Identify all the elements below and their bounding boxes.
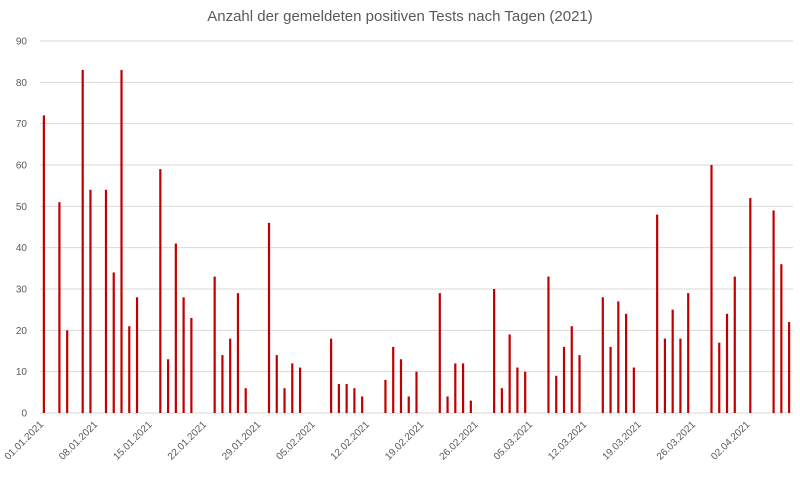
x-tick-label: 05.03.2021 <box>492 419 535 462</box>
x-tick-label: 15.01.2021 <box>112 419 155 462</box>
bar <box>687 293 690 413</box>
bar <box>267 222 271 413</box>
bar <box>461 363 465 413</box>
bar <box>710 165 713 413</box>
x-tick-label: 26.02.2021 <box>438 419 481 462</box>
bar <box>104 189 108 413</box>
bar <box>236 293 240 413</box>
bar <box>772 210 775 413</box>
y-tick-label: 70 <box>16 119 28 130</box>
bar <box>89 189 92 413</box>
bar <box>663 338 667 413</box>
bar <box>446 396 449 413</box>
x-tick-label: 12.02.2021 <box>329 419 372 462</box>
bar <box>174 243 177 413</box>
bar <box>384 379 387 413</box>
bar <box>508 334 511 413</box>
bar <box>780 264 783 413</box>
y-tick-label: 30 <box>16 285 28 296</box>
bar <box>562 346 566 413</box>
bar <box>500 388 503 413</box>
bar <box>213 276 216 413</box>
y-tick-label: 20 <box>16 326 28 337</box>
bar <box>81 69 84 413</box>
y-tick-label: 50 <box>16 202 28 213</box>
bar <box>718 342 721 413</box>
bar <box>190 317 193 413</box>
bar <box>671 309 674 413</box>
bar <box>516 367 519 413</box>
bar <box>135 297 139 413</box>
y-tick-label: 40 <box>16 243 28 254</box>
bar <box>221 355 224 413</box>
bar <box>407 396 410 413</box>
bar <box>166 359 170 413</box>
bar <box>679 338 682 413</box>
bar <box>182 297 185 413</box>
bar <box>337 384 340 413</box>
x-tick-label: 19.02.2021 <box>383 419 426 462</box>
x-tick-label: 12.03.2021 <box>546 419 589 462</box>
x-tick-label: 01.01.2021 <box>3 419 46 462</box>
bar <box>749 198 752 413</box>
x-tick-label: 22.01.2021 <box>166 419 209 462</box>
bar <box>345 384 348 413</box>
bar <box>469 400 472 413</box>
bar <box>725 313 729 413</box>
bar <box>128 326 131 413</box>
chart-title: Anzahl der gemeldeten positiven Tests na… <box>207 8 593 25</box>
bar <box>555 375 558 413</box>
bar <box>624 313 628 413</box>
bar <box>656 214 659 413</box>
x-tick-label: 29.01.2021 <box>220 419 263 462</box>
bar <box>617 301 620 413</box>
bar <box>788 322 791 413</box>
bar <box>275 355 278 413</box>
x-tick-label: 02.04.2021 <box>709 419 752 462</box>
bar <box>578 355 581 413</box>
bar <box>454 363 457 413</box>
bar <box>353 388 356 413</box>
bar <box>298 367 302 413</box>
bar <box>361 396 364 413</box>
bar <box>120 69 123 413</box>
bar <box>283 388 286 413</box>
bar <box>493 289 496 413</box>
bar <box>733 276 736 413</box>
bar <box>112 272 115 413</box>
bar <box>229 338 232 413</box>
bar <box>547 276 550 413</box>
bar <box>632 367 635 413</box>
x-tick-label: 08.01.2021 <box>57 419 100 462</box>
bar <box>399 359 403 413</box>
bar <box>524 371 527 413</box>
y-tick-label: 90 <box>16 37 28 48</box>
y-tick-label: 10 <box>16 367 28 378</box>
bar <box>570 326 573 413</box>
bar <box>66 330 69 413</box>
x-tick-label: 05.02.2021 <box>275 419 318 462</box>
bar <box>291 363 294 413</box>
bar <box>42 115 45 414</box>
bar <box>415 371 418 413</box>
bar <box>58 202 61 413</box>
y-tick-label: 60 <box>16 161 28 172</box>
y-tick-label: 80 <box>16 78 28 89</box>
bar <box>244 388 247 413</box>
bar <box>392 346 395 413</box>
bar <box>601 297 604 413</box>
x-tick-label: 19.03.2021 <box>601 419 644 462</box>
bar <box>609 346 612 413</box>
bar <box>159 169 162 413</box>
bar <box>438 293 441 413</box>
x-tick-label: 26.03.2021 <box>655 419 698 462</box>
bar <box>330 338 333 413</box>
y-tick-label: 0 <box>21 409 27 420</box>
